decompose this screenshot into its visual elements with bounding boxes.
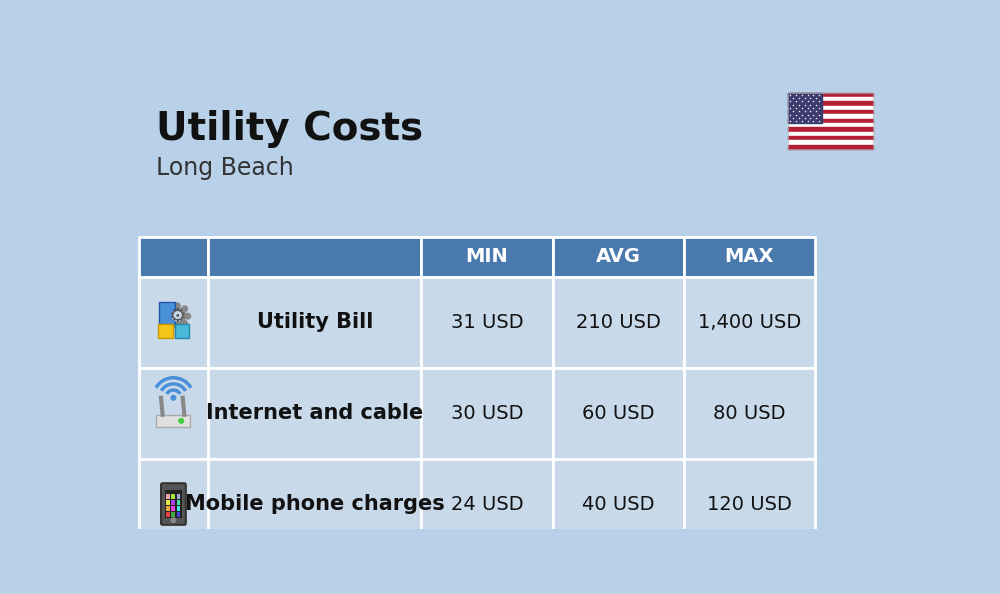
Bar xyxy=(177,513,180,517)
Circle shape xyxy=(169,308,186,324)
Text: Utility Costs: Utility Costs xyxy=(156,110,423,148)
Bar xyxy=(208,237,421,277)
Bar xyxy=(177,494,180,498)
Bar xyxy=(166,513,170,517)
Bar xyxy=(788,132,873,136)
Bar xyxy=(684,237,815,277)
Bar xyxy=(166,494,170,498)
Text: 80 USD: 80 USD xyxy=(713,404,786,423)
Bar xyxy=(788,97,873,102)
Circle shape xyxy=(185,314,191,319)
Circle shape xyxy=(167,321,173,326)
Bar xyxy=(788,136,873,140)
Bar xyxy=(139,368,208,459)
Text: 60 USD: 60 USD xyxy=(582,404,654,423)
Text: 31 USD: 31 USD xyxy=(451,313,523,332)
Bar xyxy=(788,93,873,97)
Bar xyxy=(788,106,873,110)
Bar xyxy=(788,110,873,115)
Bar xyxy=(788,93,873,149)
Bar xyxy=(139,277,208,368)
Circle shape xyxy=(164,314,170,319)
Bar xyxy=(421,277,553,368)
Bar xyxy=(421,459,553,549)
Circle shape xyxy=(182,306,187,312)
Bar xyxy=(171,500,175,505)
Bar xyxy=(788,140,873,145)
Bar xyxy=(553,237,684,277)
Bar xyxy=(177,500,180,505)
Text: AVG: AVG xyxy=(596,247,641,266)
Circle shape xyxy=(171,518,176,523)
Bar xyxy=(788,119,873,123)
Bar xyxy=(208,277,421,368)
Bar xyxy=(139,237,208,277)
Text: Internet and cable: Internet and cable xyxy=(206,403,423,423)
Bar xyxy=(788,115,873,119)
Text: Long Beach: Long Beach xyxy=(156,156,294,180)
Bar xyxy=(788,145,873,149)
Circle shape xyxy=(182,321,187,326)
Bar xyxy=(788,93,822,123)
Bar xyxy=(553,277,684,368)
Bar xyxy=(684,368,815,459)
Bar xyxy=(159,302,175,324)
Text: 210 USD: 210 USD xyxy=(576,313,661,332)
Bar xyxy=(166,506,170,511)
Text: 120 USD: 120 USD xyxy=(707,495,792,514)
Bar xyxy=(166,500,170,505)
Bar xyxy=(684,277,815,368)
Bar xyxy=(177,506,180,511)
Text: Mobile phone charges: Mobile phone charges xyxy=(185,494,445,514)
Circle shape xyxy=(179,419,183,423)
Bar xyxy=(788,128,873,132)
Text: MAX: MAX xyxy=(725,247,774,266)
Bar xyxy=(165,490,182,518)
Circle shape xyxy=(174,303,180,309)
Bar xyxy=(421,368,553,459)
Text: 1,400 USD: 1,400 USD xyxy=(698,313,801,332)
Bar xyxy=(421,237,553,277)
Bar xyxy=(171,494,175,498)
Bar xyxy=(156,415,190,427)
Bar xyxy=(553,368,684,459)
Bar xyxy=(208,459,421,549)
FancyBboxPatch shape xyxy=(161,484,186,525)
Circle shape xyxy=(171,396,176,400)
Bar xyxy=(684,459,815,549)
Bar xyxy=(175,324,189,338)
Text: 24 USD: 24 USD xyxy=(451,495,523,514)
Bar xyxy=(788,102,873,106)
Bar xyxy=(788,123,873,128)
Bar xyxy=(208,368,421,459)
Text: 30 USD: 30 USD xyxy=(451,404,523,423)
Circle shape xyxy=(167,306,173,312)
Bar xyxy=(553,459,684,549)
Text: MIN: MIN xyxy=(466,247,508,266)
Bar xyxy=(139,459,208,549)
Bar xyxy=(171,506,175,511)
Text: ⚙: ⚙ xyxy=(169,307,186,326)
Circle shape xyxy=(173,311,182,321)
Bar xyxy=(171,513,175,517)
Text: Utility Bill: Utility Bill xyxy=(257,312,373,332)
Text: 40 USD: 40 USD xyxy=(582,495,654,514)
Circle shape xyxy=(174,324,180,329)
Bar xyxy=(158,324,173,338)
